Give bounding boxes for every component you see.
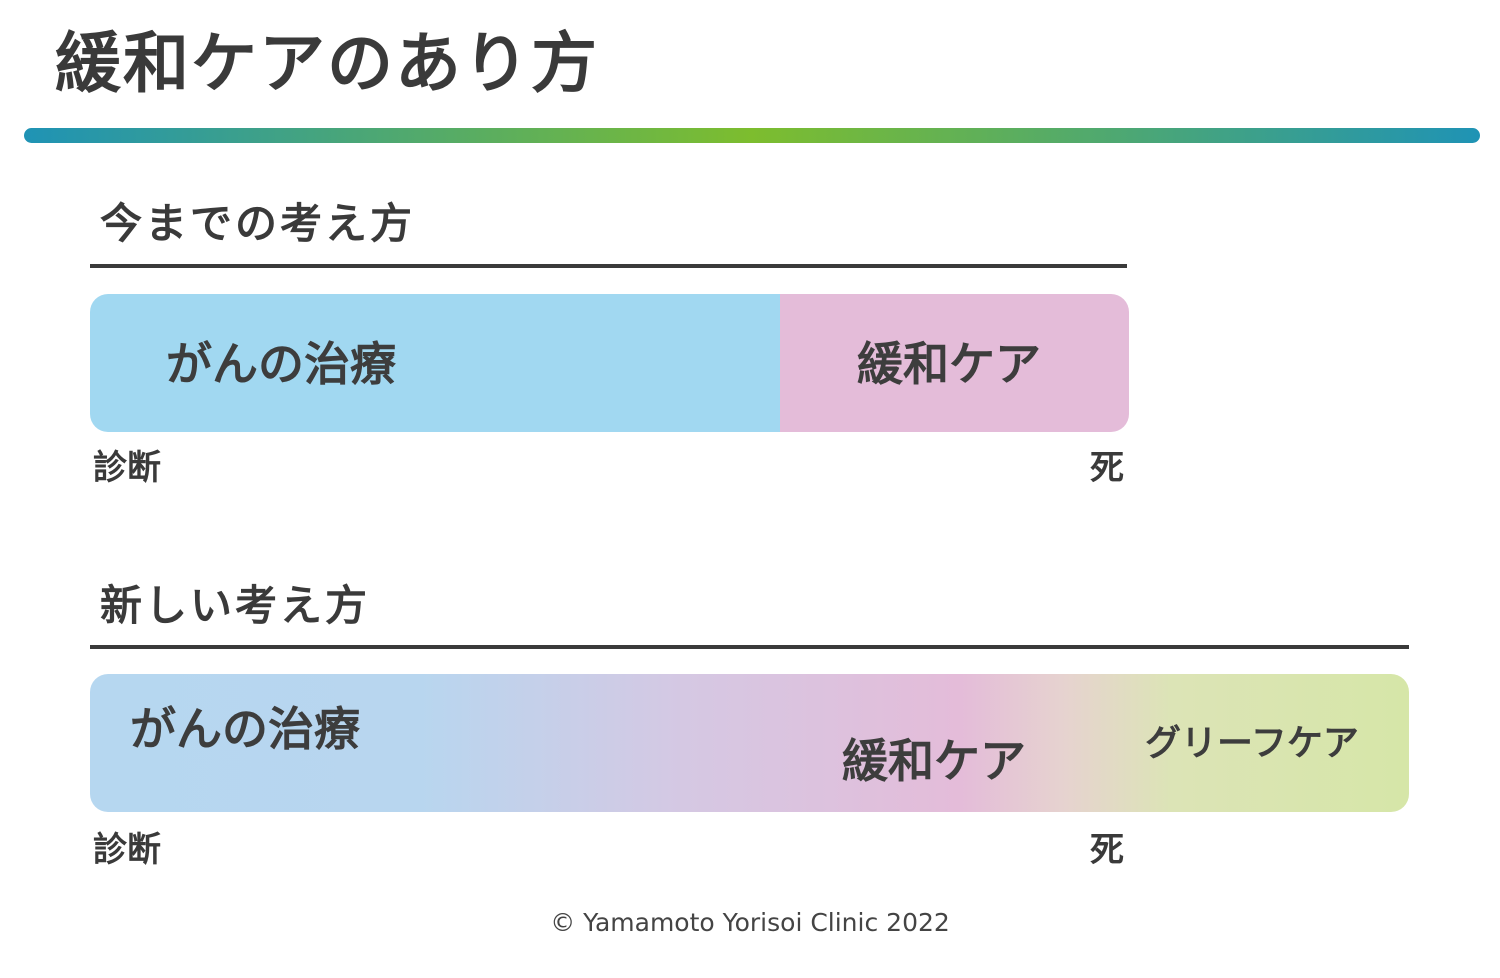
- old-treatment-label: がんの治療: [166, 337, 396, 391]
- old-approach-bar: がんの治療 緩和ケア: [90, 294, 1129, 432]
- new-grief-label: グリーフケア: [1145, 723, 1359, 764]
- new-death-label: 死: [1090, 830, 1124, 870]
- old-approach-rule: [90, 264, 1127, 268]
- page-title: 緩和ケアのあり方: [55, 25, 599, 102]
- new-approach-heading: 新しい考え方: [100, 581, 371, 630]
- old-palliative-segment: [780, 294, 1129, 432]
- title-gradient-rule: [24, 128, 1480, 143]
- new-diagnosis-label: 診断: [93, 830, 161, 870]
- new-approach-rule: [90, 645, 1409, 649]
- old-approach-heading: 今までの考え方: [100, 199, 416, 248]
- new-approach-bar: がんの治療 緩和ケア グリーフケア: [90, 674, 1409, 812]
- new-palliative-label: 緩和ケア: [842, 734, 1026, 788]
- old-treatment-segment: [90, 294, 780, 432]
- old-palliative-label: 緩和ケア: [857, 337, 1041, 391]
- old-diagnosis-label: 診断: [93, 448, 161, 488]
- copyright-notice: © Yamamoto Yorisoi Clinic 2022: [550, 908, 950, 937]
- new-treatment-label: がんの治療: [130, 702, 360, 756]
- old-death-label: 死: [1090, 448, 1124, 488]
